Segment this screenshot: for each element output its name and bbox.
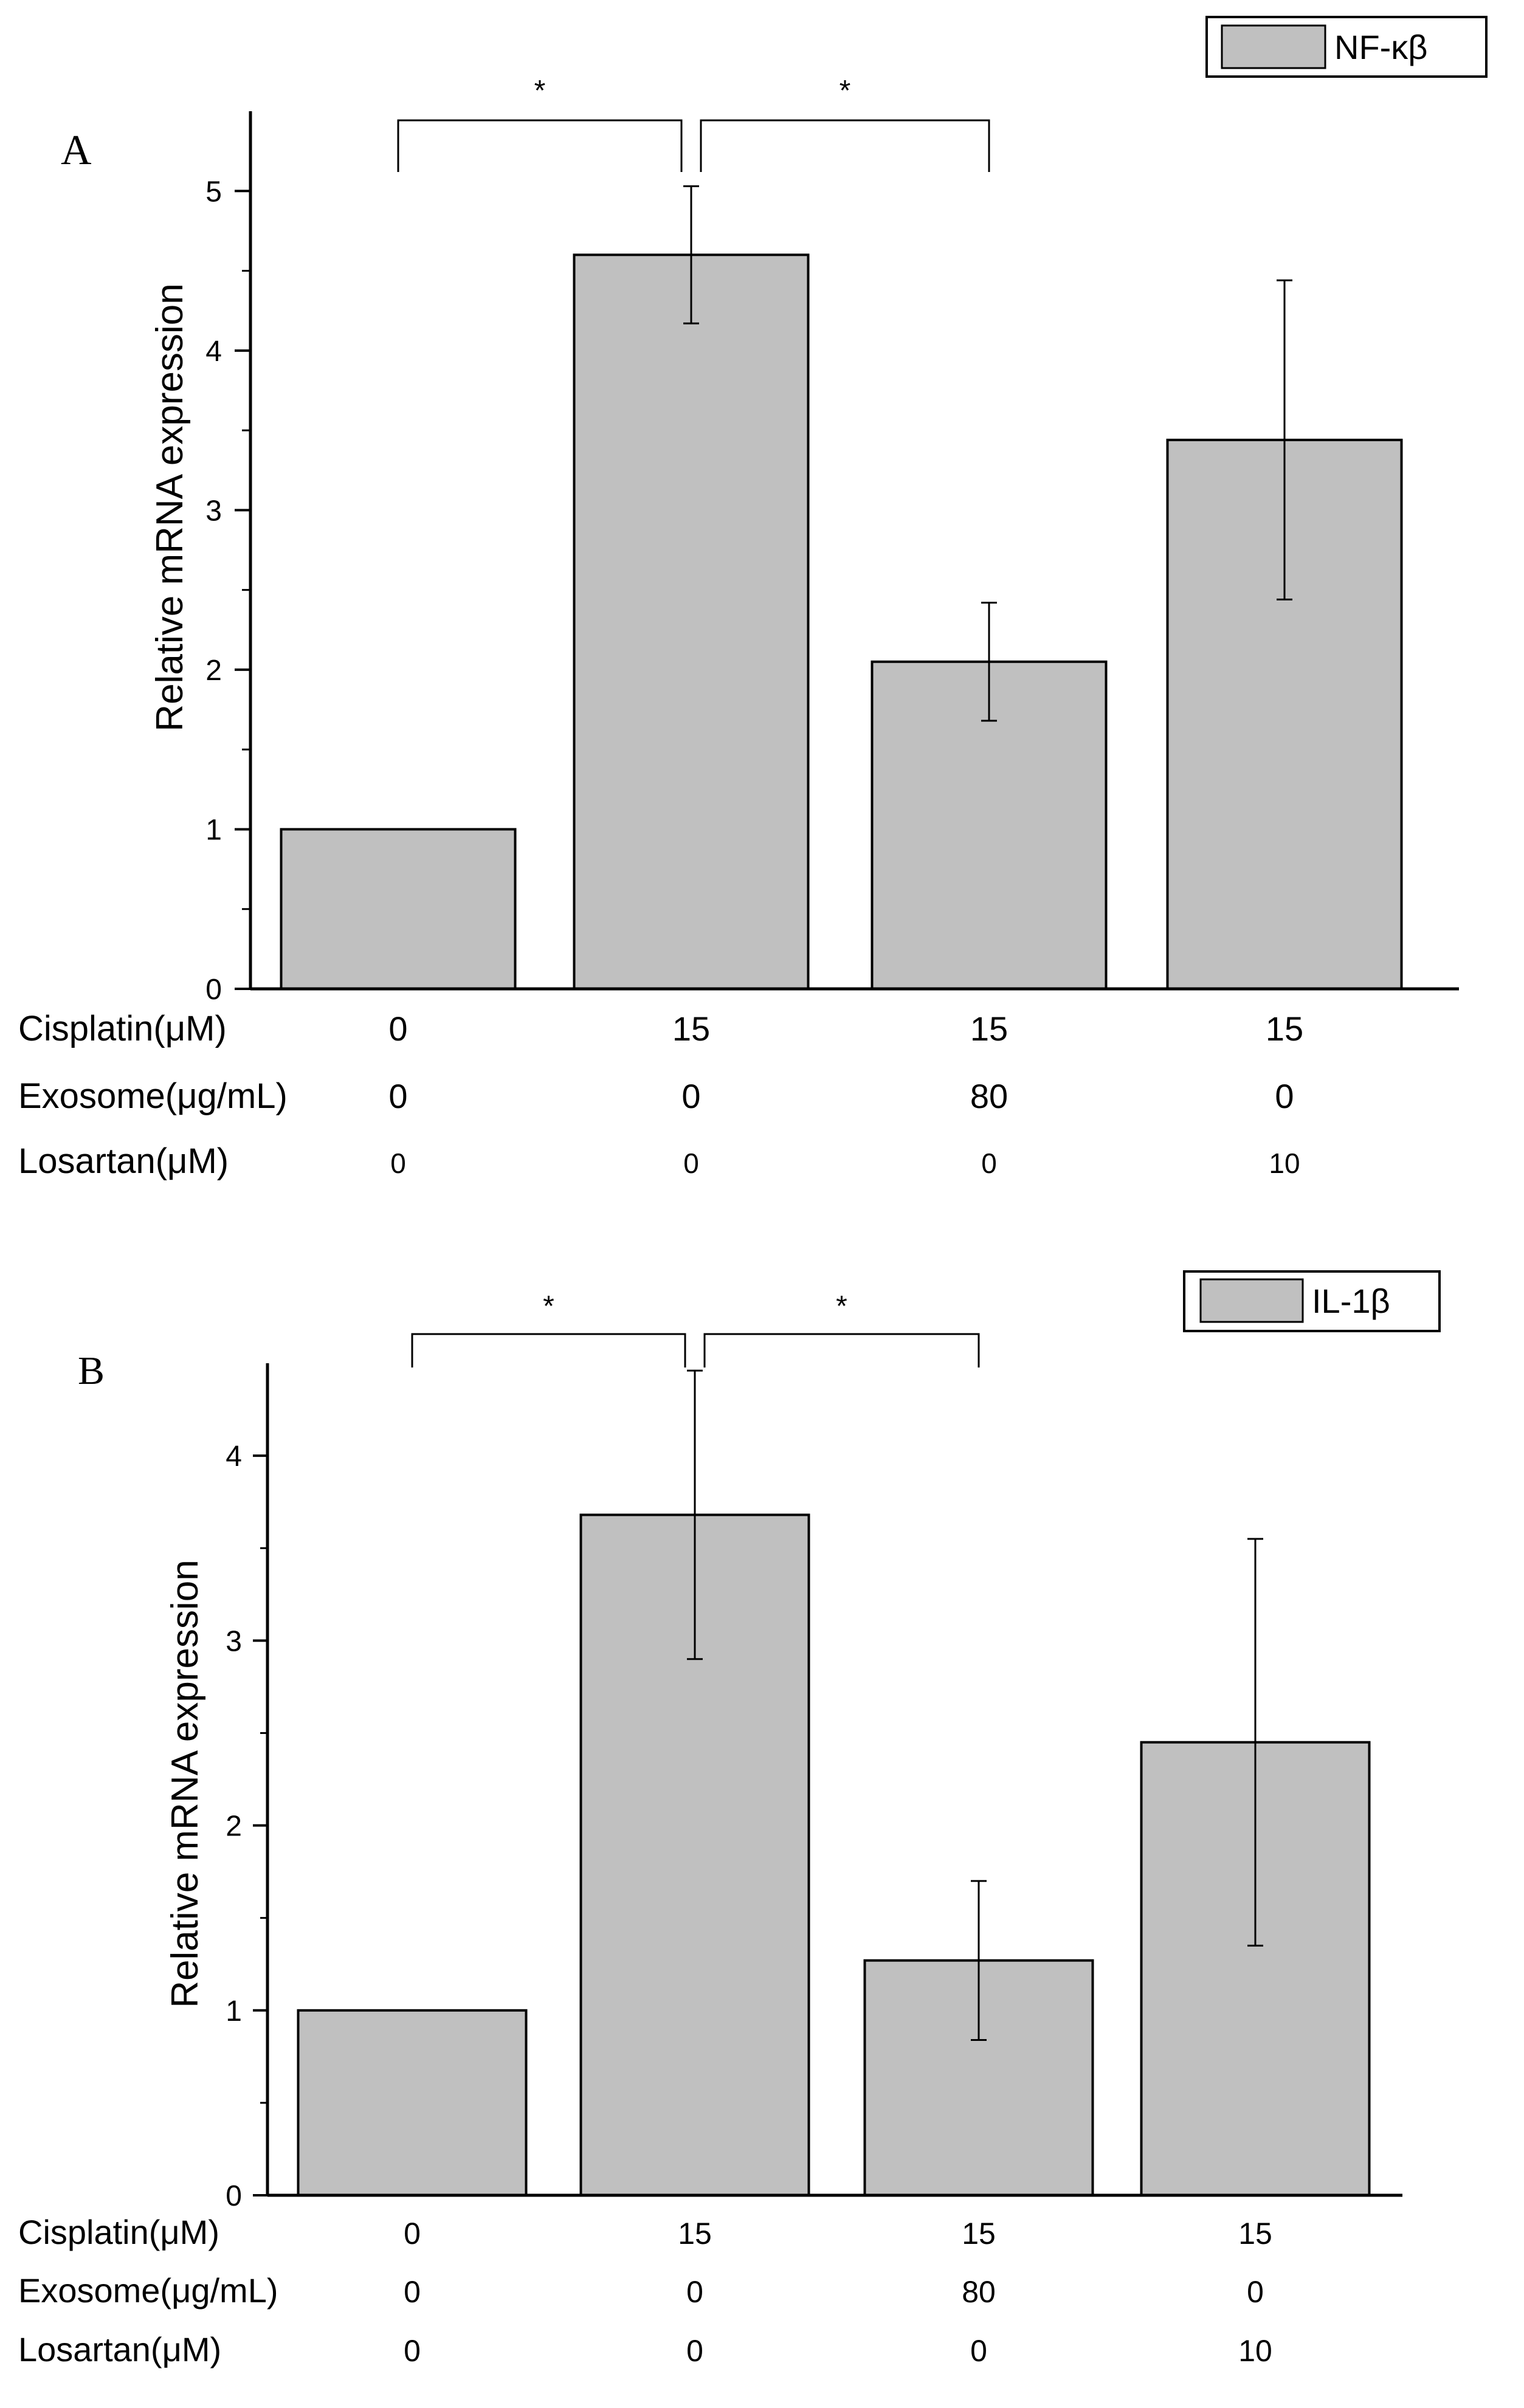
- y-axis-label: Relative mRNA expression: [149, 283, 191, 731]
- treatment-row-label: Losartan(μM): [18, 2330, 221, 2368]
- treatment-value: 0: [970, 2334, 987, 2368]
- treatment-value: 15: [962, 2217, 996, 2251]
- treatment-row: Losartan(μM) 0 0 0 10: [18, 1141, 1300, 1181]
- significance-star: *: [836, 1290, 847, 1323]
- treatment-value: 0: [404, 2275, 421, 2309]
- bar: [297, 2009, 528, 2197]
- treatment-value: 0: [1275, 1077, 1294, 1115]
- treatment-value: 80: [970, 1077, 1008, 1115]
- bar: [280, 828, 517, 991]
- legend-label: IL-1β: [1312, 1282, 1390, 1320]
- y-tick-label: 1: [205, 814, 222, 846]
- y-tick-label: 1: [226, 1995, 242, 2028]
- significance-star: *: [534, 75, 546, 107]
- legend-swatch: [1199, 1278, 1304, 1323]
- treatment-value: 0: [404, 2217, 421, 2251]
- treatment-row-label: Cisplatin(μM): [18, 1009, 227, 1048]
- treatment-value: 15: [672, 1010, 710, 1048]
- y-axis-label: Relative mRNA expression: [164, 1560, 206, 2007]
- significance-bracket: *: [397, 75, 683, 172]
- treatment-value: 15: [1238, 2217, 1272, 2251]
- significance-star: *: [543, 1290, 554, 1323]
- treatment-value: 15: [678, 2217, 712, 2251]
- legend: IL-1β: [1183, 1270, 1441, 1332]
- treatment-row: Losartan(μM) 0 0 0 10: [18, 2330, 1272, 2368]
- panel-letter: B: [78, 1349, 105, 1393]
- legend-label: NF-κβ: [1334, 28, 1428, 66]
- legend-swatch: [1221, 24, 1326, 69]
- y-tick-label: 0: [205, 974, 222, 1006]
- treatment-value: 0: [981, 1147, 997, 1179]
- treatment-row: Exosome(μg/mL) 0 0 80 0: [18, 1076, 1294, 1116]
- y-tick-label: 3: [226, 1625, 242, 1657]
- error-bar: [971, 1880, 987, 2041]
- error-bar: [1277, 279, 1292, 600]
- significance-bracket: *: [703, 1290, 980, 1367]
- y-tick-label: 4: [226, 1440, 242, 1473]
- y-tick-label: 2: [205, 655, 222, 687]
- treatment-value: 15: [970, 1010, 1008, 1048]
- treatment-row-label: Losartan(μM): [18, 1141, 229, 1181]
- error-bar: [1247, 1538, 1263, 1947]
- treatment-value: 0: [388, 1077, 407, 1115]
- panel-a: A 0 1 2 3 4 5 Relative mRNA expression NF-κβ * * Ci…: [18, 16, 1488, 1181]
- significance-star: *: [840, 75, 851, 107]
- y-tick-label: 0: [226, 2180, 242, 2212]
- error-bar: [981, 602, 997, 722]
- treatment-value: 10: [1269, 1147, 1300, 1179]
- treatment-value: 0: [681, 1077, 700, 1115]
- treatment-value: 0: [686, 2334, 703, 2368]
- treatment-row: Cisplatin(μM) 0 15 15 15: [18, 1009, 1303, 1048]
- y-tick-label: 4: [205, 335, 222, 368]
- treatment-row-label: Exosome(μg/mL): [18, 1076, 288, 1116]
- treatment-row: Cisplatin(μM) 0 15 15 15: [18, 2213, 1272, 2251]
- treatment-value: 15: [1266, 1010, 1303, 1048]
- error-bar: [687, 1369, 703, 1660]
- treatment-row-label: Exosome(μg/mL): [18, 2271, 278, 2310]
- bar: [573, 253, 810, 991]
- treatment-value: 0: [388, 1010, 407, 1048]
- panel-b: B 0 1 2 3 4 Relative mRNA expression IL-1β * * Cis…: [18, 1270, 1441, 2368]
- treatment-value: 0: [683, 1147, 699, 1179]
- treatment-value: 0: [390, 1147, 406, 1179]
- treatment-value: 80: [962, 2275, 996, 2309]
- error-bar: [683, 185, 699, 325]
- y-tick-label: 5: [205, 176, 222, 208]
- treatment-row: Exosome(μg/mL) 0 0 80 0: [18, 2271, 1264, 2310]
- significance-bracket: *: [700, 75, 990, 172]
- y-tick-label: 2: [226, 1811, 242, 1843]
- treatment-value: 0: [1247, 2275, 1264, 2309]
- treatment-value: 10: [1238, 2334, 1272, 2368]
- treatment-row-label: Cisplatin(μM): [18, 2213, 219, 2251]
- treatment-value: 0: [404, 2334, 421, 2368]
- treatment-value: 0: [686, 2275, 703, 2309]
- significance-bracket: *: [411, 1290, 686, 1367]
- y-tick-label: 3: [205, 495, 222, 527]
- legend: NF-κβ: [1205, 16, 1488, 78]
- panel-letter: A: [61, 127, 92, 174]
